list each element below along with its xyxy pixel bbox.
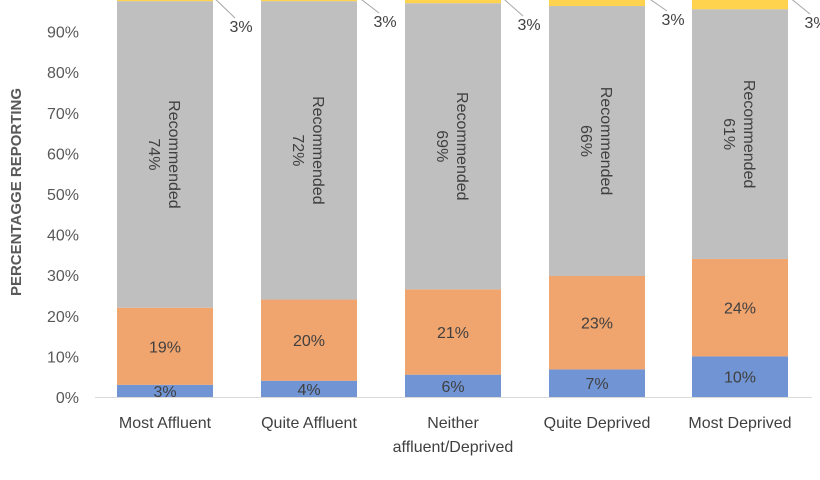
bar-segment	[549, 369, 645, 397]
data-label: 7%	[585, 376, 608, 393]
y-tick-label: 30%	[47, 268, 79, 285]
x-category-label: Quite Affluent	[261, 415, 357, 432]
data-label: 3%	[153, 384, 176, 401]
bar-segment	[549, 0, 645, 7]
bar-segment	[261, 380, 357, 397]
y-tick-label: 80%	[47, 65, 79, 82]
bar-segment	[692, 356, 788, 397]
bar-segment	[549, 6, 645, 277]
recommended-value: 69%	[433, 130, 450, 162]
bar-segment	[405, 374, 501, 397]
callout-leader-line	[650, 0, 668, 12]
x-category-label-line: Neither	[427, 415, 479, 432]
bar-segment	[405, 0, 501, 4]
data-label: 21%	[437, 325, 469, 342]
recommended-label: Recommended66%	[577, 87, 614, 196]
y-tick-label: 50%	[47, 187, 79, 204]
callout-label: 3%	[517, 17, 540, 34]
recommended-series-name: Recommended	[309, 96, 326, 205]
bar-segment	[692, 9, 788, 259]
callout-label: 3%	[804, 15, 820, 32]
bar-segment	[692, 0, 788, 10]
x-category-label: Most Deprived	[688, 415, 791, 432]
bar-segment	[405, 3, 501, 290]
bar-segment	[261, 0, 357, 2]
data-label: 19%	[149, 339, 181, 356]
recommended-series-name: Recommended	[740, 80, 757, 189]
recommended-series-name: Recommended	[165, 100, 182, 209]
y-tick-label: 90%	[47, 25, 79, 42]
recommended-series-name: Recommended	[453, 92, 470, 201]
bar-segment	[261, 299, 357, 381]
y-tick-label: 60%	[47, 146, 79, 163]
recommended-value: 72%	[289, 134, 306, 166]
bar-segment	[117, 307, 213, 385]
recommended-label: Recommended69%	[433, 92, 470, 201]
bar-segment	[692, 258, 788, 357]
recommended-value: 66%	[577, 125, 594, 157]
bar-segment	[117, 1, 213, 308]
x-category-label: Neither affluent/Deprived	[393, 415, 514, 456]
callout-leader-line	[504, 0, 524, 17]
bar-segment	[117, 0, 213, 2]
data-label: 20%	[293, 333, 325, 350]
bar-segment	[549, 276, 645, 370]
x-category-label-line: affluent/Deprived	[393, 439, 514, 456]
data-label: 6%	[441, 379, 464, 396]
recommended-label: Recommended61%	[720, 80, 757, 189]
y-axis-title: PERCENTAGGE REPORTING	[8, 88, 25, 296]
data-label: 10%	[724, 370, 756, 387]
bar-segment	[405, 289, 501, 375]
y-tick-label: 20%	[47, 309, 79, 326]
x-category-label: Most Affluent	[119, 415, 212, 432]
x-category-label: Quite Deprived	[544, 415, 651, 432]
bar-segment	[117, 384, 213, 397]
y-tick-label: 70%	[47, 106, 79, 123]
y-tick-label: 0%	[56, 390, 79, 407]
bar-segment	[261, 1, 357, 300]
data-label: 24%	[724, 301, 756, 318]
recommended-series-name: Recommended	[597, 87, 614, 196]
data-label: 4%	[297, 382, 320, 399]
callout-leader-line	[791, 0, 811, 15]
callout-label: 3%	[373, 14, 396, 31]
y-tick-label: 10%	[47, 349, 79, 366]
recommended-label: Recommended72%	[289, 96, 326, 205]
recommended-value: 61%	[720, 118, 737, 150]
data-label: 23%	[581, 316, 613, 333]
callout-label: 3%	[661, 12, 684, 29]
callout-label: 3%	[229, 19, 252, 36]
callout-leader-line	[215, 0, 236, 19]
callout-leader-line	[361, 0, 380, 14]
recommended-value: 74%	[145, 138, 162, 170]
y-tick-label: 40%	[47, 228, 79, 245]
recommended-label: Recommended74%	[145, 100, 182, 209]
